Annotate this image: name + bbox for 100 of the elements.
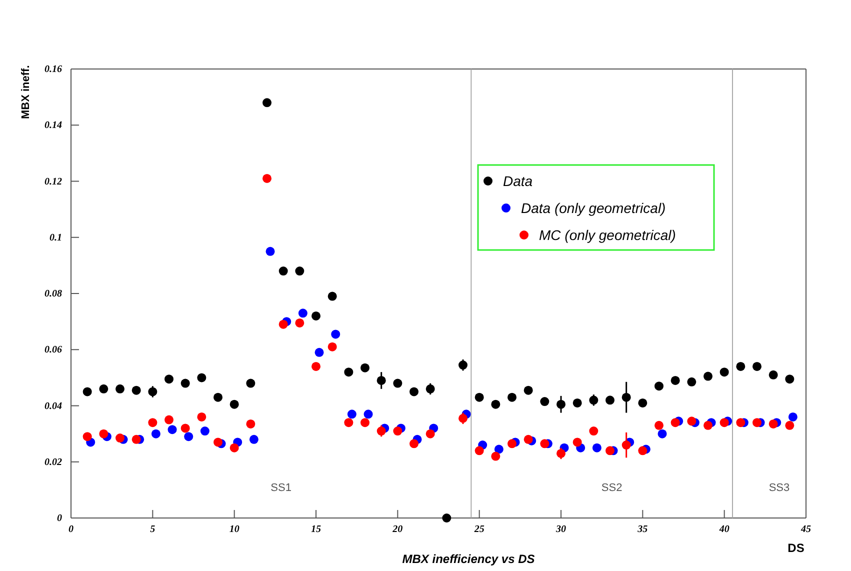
point — [736, 418, 746, 428]
annotation: SS2 — [601, 482, 622, 494]
point — [184, 432, 194, 442]
point — [314, 348, 324, 357]
point — [116, 434, 124, 443]
point — [606, 446, 614, 456]
point — [197, 373, 206, 382]
point — [752, 362, 762, 371]
point — [99, 429, 108, 438]
x-tick-label: 40 — [718, 524, 730, 535]
x-tick-label: 5 — [150, 524, 156, 535]
point — [670, 376, 680, 385]
point — [638, 446, 648, 456]
point — [785, 374, 794, 384]
point — [328, 292, 337, 301]
text: MBX inefficiency vs DS — [402, 552, 535, 566]
y-tick-label: 0.16 — [44, 64, 62, 75]
point — [720, 368, 729, 377]
point — [393, 378, 402, 388]
point — [426, 384, 435, 394]
point — [312, 311, 320, 320]
point — [295, 318, 304, 328]
x-tick-label: 15 — [311, 524, 321, 535]
point — [687, 377, 696, 386]
legend-label: Data — [503, 173, 533, 189]
y-tick-label: 0 — [57, 513, 62, 524]
point — [197, 412, 206, 422]
point — [768, 419, 778, 428]
point — [344, 418, 354, 428]
point — [670, 418, 680, 428]
point — [606, 396, 614, 405]
point — [347, 410, 356, 419]
point — [622, 440, 631, 450]
point — [393, 426, 402, 436]
point — [736, 362, 746, 371]
point — [132, 386, 141, 395]
x-tick-label: 0 — [68, 524, 74, 535]
point — [638, 398, 648, 408]
point — [589, 396, 598, 405]
point — [788, 412, 798, 422]
y-tick-label: 0.12 — [44, 176, 62, 188]
point — [687, 416, 696, 426]
point — [410, 387, 418, 396]
point — [132, 434, 141, 444]
point — [246, 419, 256, 428]
point — [540, 397, 550, 406]
point — [592, 443, 602, 452]
point — [148, 418, 158, 428]
y-tick-label: 0.02 — [44, 456, 62, 468]
point — [491, 400, 500, 409]
point — [556, 400, 566, 409]
point — [360, 363, 370, 372]
y-tick-label: 0.08 — [44, 288, 62, 300]
point — [572, 398, 582, 408]
point — [654, 382, 664, 391]
x-tick-label: 45 — [800, 524, 811, 535]
point — [214, 438, 222, 447]
annotation: SS1 — [270, 482, 292, 494]
point — [474, 392, 484, 402]
point — [426, 429, 435, 438]
point — [278, 320, 288, 329]
point — [364, 410, 373, 419]
x-tick-label: 35 — [636, 524, 648, 535]
point — [376, 426, 386, 436]
point — [494, 444, 504, 454]
point — [151, 429, 160, 438]
point — [82, 387, 92, 396]
y-tick-label: 0.06 — [44, 344, 62, 356]
point — [180, 424, 190, 433]
point — [508, 392, 516, 402]
x-tick-label: 10 — [229, 524, 240, 535]
point — [752, 418, 762, 428]
legend-label: MC (only geometrical) — [539, 227, 676, 243]
point — [328, 342, 337, 352]
point — [214, 392, 222, 402]
point — [116, 384, 124, 394]
point — [524, 386, 533, 395]
point — [278, 266, 288, 276]
x-tick-label: 20 — [392, 524, 403, 535]
point — [262, 98, 272, 108]
y-tick-label: 0.04 — [44, 400, 62, 412]
point — [442, 514, 452, 522]
point — [376, 376, 386, 385]
point — [82, 432, 92, 442]
x-tick-label: 30 — [555, 524, 566, 535]
point — [622, 392, 631, 402]
point — [458, 360, 468, 370]
point — [230, 443, 239, 452]
point — [704, 372, 712, 381]
y-axis-title: MBX ineff. — [20, 65, 32, 119]
point — [704, 420, 712, 430]
legend-label: Data (only geometrical) — [521, 200, 666, 216]
point — [164, 415, 174, 424]
point — [540, 439, 550, 448]
point — [458, 414, 468, 423]
point — [180, 378, 190, 388]
point — [295, 266, 304, 276]
point — [720, 418, 729, 428]
point — [410, 439, 418, 448]
point — [200, 426, 210, 436]
